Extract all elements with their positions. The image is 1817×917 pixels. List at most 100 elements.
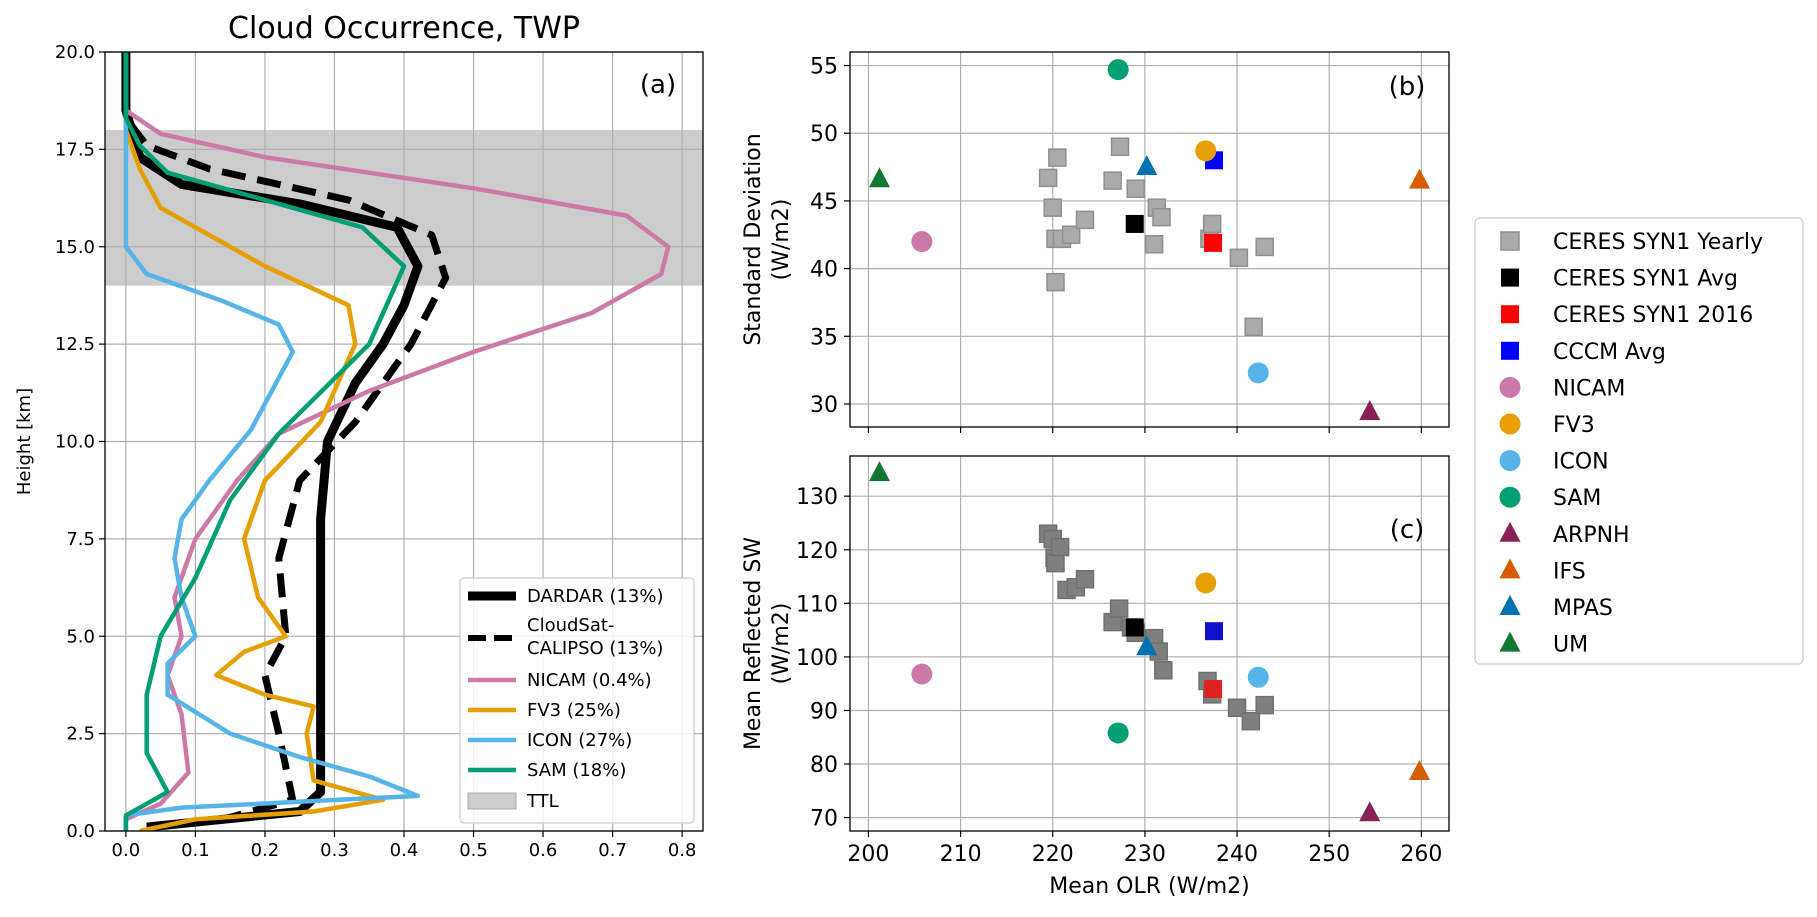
legend-label-dardar: DARDAR (13%): [527, 586, 664, 607]
x-tick-label: 0.3: [320, 840, 349, 861]
point-nicam: [911, 231, 933, 253]
x-tick-label: 0.0: [112, 840, 141, 861]
point-ifs: [1409, 760, 1431, 781]
panel-b-ylabel: Standard Deviation (W/m2): [741, 133, 794, 345]
legend-box: [1474, 217, 1804, 665]
y-tick-label: 15.0: [55, 237, 95, 258]
legend-label-ceres_yearly: CERES SYN1 Yearly: [1553, 230, 1763, 255]
x-tick-label: 0.5: [459, 840, 488, 861]
legend-scatter: CERES SYN1 Yearly CERES SYN1 Avg CERES SYN…: [1474, 217, 1804, 665]
x-tick-label: 210: [940, 842, 982, 867]
legend-label-fv3: FV3: [1553, 413, 1595, 438]
point-ceres_2016: [1204, 233, 1223, 252]
legend-label-cloudsat-l2: CALIPSO (13%): [527, 638, 663, 659]
y-tick-label: 2.5: [66, 724, 95, 745]
x-tick-label: 240: [1216, 842, 1258, 867]
panel-c-label: (c): [1390, 515, 1425, 545]
series-line-dardar: [121, 52, 423, 831]
x-tick-label: 0.2: [251, 840, 280, 861]
ceres-yearly-point: [1050, 537, 1070, 557]
legend-swatch-ttl: [467, 792, 517, 810]
ceres-yearly-point: [1075, 569, 1095, 589]
legend-marker-ceres_yearly: [1500, 231, 1520, 251]
series-line-fv3: [123, 52, 386, 831]
ceres-yearly-point: [1103, 171, 1122, 190]
legend-label-icon: ICON (27%): [527, 730, 632, 751]
point-ceres_avg: [1125, 618, 1144, 637]
legend-label-um: UM: [1553, 633, 1588, 658]
y-tick-label: 17.5: [55, 139, 95, 160]
x-tick-label: 0.6: [529, 840, 558, 861]
ceres-yearly-point: [1110, 137, 1130, 157]
y-tick-label: 100: [796, 646, 838, 671]
ceres-yearly-point: [1202, 214, 1222, 234]
x-tick-label: 250: [1308, 842, 1350, 867]
legend-label-ceres_avg: CERES SYN1 Avg: [1553, 267, 1738, 292]
ceres-yearly-point: [1227, 698, 1247, 718]
panel-c-reflected-sw: 200 210 220 230 240 250 260 70 80 90 100 110 120 130 (…: [741, 455, 1450, 899]
legend-label-mpas: MPAS: [1553, 596, 1613, 621]
ceres-yearly-point: [1046, 553, 1065, 573]
legend-marker-fv3: [1499, 413, 1521, 435]
ceres-yearly-point: [1255, 237, 1274, 257]
legend-marker-icon: [1499, 450, 1521, 472]
point-mpas: [1136, 155, 1158, 176]
legend-label-icon: ICON: [1553, 450, 1609, 475]
legend-marker-cccm: [1501, 341, 1519, 360]
legend-label-ifs: IFS: [1553, 559, 1586, 584]
point-sam: [1107, 722, 1129, 744]
y-tick-label: 35: [810, 325, 838, 350]
panel-b-standard-deviation: 30 35 40 45 50 55 (b) Standard Deviation (W/m2): [741, 51, 1450, 433]
ceres-yearly-point: [1043, 198, 1062, 217]
legend-label-cloudsat-l1: CloudSat-: [527, 615, 614, 636]
x-tick-label: 260: [1400, 842, 1442, 867]
legend-label-arpnh: ARPNH: [1553, 523, 1630, 548]
x-tick-label: 0.7: [598, 840, 627, 861]
panel-b-ylabel-line1: Standard Deviation: [741, 133, 766, 345]
legend-marker-sam: [1499, 486, 1521, 508]
y-tick-label: 50: [810, 122, 838, 147]
y-tick-label: 0.0: [66, 821, 95, 842]
panel-c-xlabel: Mean OLR (W/m2): [1049, 874, 1250, 899]
point-nicam: [911, 663, 933, 685]
panel-a-ylabel: Height [km]: [14, 388, 35, 495]
legend-marker-um: [1499, 631, 1521, 652]
legend-label-cccm: CCCM Avg: [1553, 340, 1666, 365]
legend-marker-ceres_avg: [1501, 268, 1519, 287]
point-cccm: [1205, 622, 1224, 641]
ceres-yearly-point: [1255, 695, 1274, 715]
legend-marker-mpas: [1499, 595, 1521, 615]
y-tick-label: 5.0: [66, 626, 95, 647]
point-ceres_avg: [1125, 214, 1144, 233]
panel-a-frame: [104, 51, 704, 832]
y-tick-label: 130: [796, 485, 838, 510]
x-tick-label: 200: [847, 842, 889, 867]
y-tick-label: 20.0: [55, 42, 95, 63]
legend-label-sam: SAM (18%): [527, 760, 626, 781]
y-tick-label: 90: [810, 699, 838, 724]
panel-c-frame: [849, 455, 1450, 832]
legend-label-nicam: NICAM (0.4%): [527, 670, 652, 691]
point-um: [868, 167, 890, 188]
series-line-cloudsat: [122, 52, 450, 831]
ceres-yearly-point: [1126, 179, 1145, 198]
point-ceres_2016: [1204, 680, 1223, 699]
y-tick-label: 70: [810, 807, 838, 832]
y-tick-label: 7.5: [66, 529, 95, 550]
panel-b-frame: [849, 51, 1450, 428]
legend-marker-ceres_2016: [1501, 305, 1519, 324]
x-tick-label: 230: [1124, 842, 1166, 867]
y-tick-label: 30: [810, 393, 838, 418]
y-tick-label: 120: [796, 539, 838, 564]
series-line-sam: [123, 52, 407, 831]
point-um: [868, 461, 890, 482]
ceres-yearly-point: [1061, 225, 1081, 245]
y-tick-label: 45: [810, 190, 838, 215]
y-tick-label: 110: [796, 592, 838, 617]
ceres-yearly-point: [1046, 272, 1065, 292]
point-arpnh: [1359, 400, 1381, 421]
point-mpas: [1136, 635, 1158, 656]
point-icon: [1247, 666, 1269, 688]
legend-marker-nicam: [1499, 376, 1521, 398]
